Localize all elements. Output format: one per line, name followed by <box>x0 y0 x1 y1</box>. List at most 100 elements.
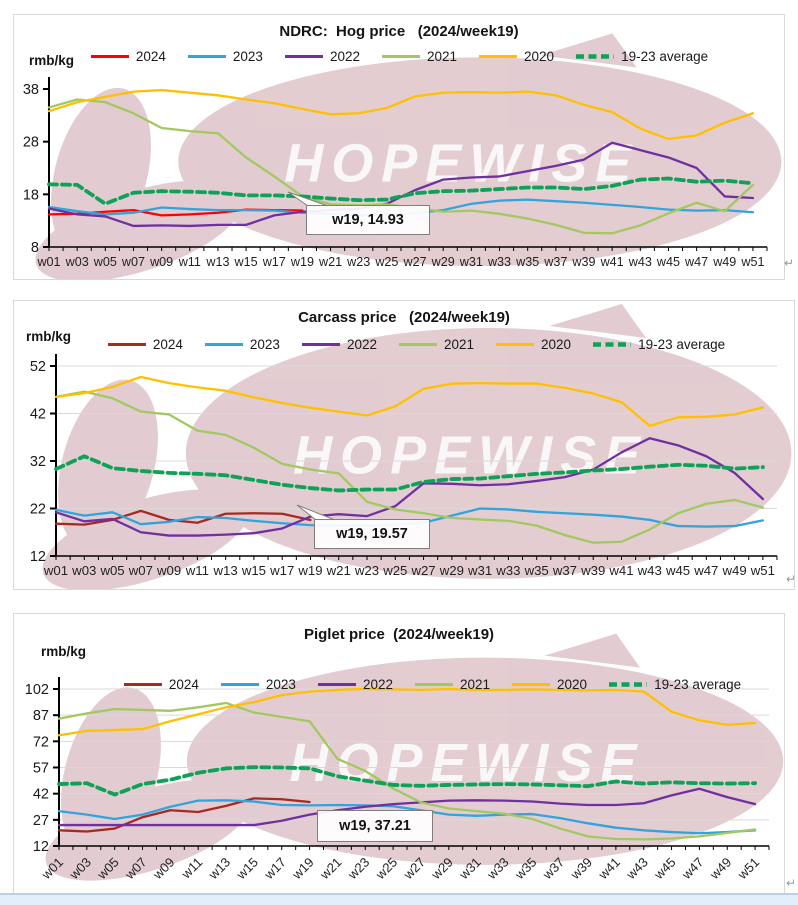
x-tick-label: w39 <box>580 563 605 578</box>
legend-swatch-2020 <box>512 683 551 686</box>
legend-item-19-23 average: 19-23 average <box>608 677 741 692</box>
x-tick-label: w21 <box>326 563 351 578</box>
x-tick-label: w09 <box>156 563 181 578</box>
x-tick-label: w23 <box>354 563 379 578</box>
x-tick-label: w15 <box>234 255 258 269</box>
x-tick-label: w11 <box>178 255 201 269</box>
data-point-callout: w19, 14.93 <box>306 205 430 235</box>
series-19-23 average-line <box>57 765 757 797</box>
legend-label: 2022 <box>329 49 360 64</box>
y-tick-label: 42 <box>33 787 49 803</box>
series-2020-line <box>47 88 755 141</box>
series-2021-line <box>54 390 765 544</box>
x-tick-label: w03 <box>71 563 96 578</box>
x-tick-label: w43 <box>623 855 651 883</box>
y-tick-label: 38 <box>23 82 39 98</box>
series-2023-line <box>57 799 757 835</box>
y-tick-label: 28 <box>23 135 39 151</box>
carcass-price-chart-panel: HOPEWISE 12 22 32 42 52 w01 w03 w05 w07 w09 w11 w13 w… <box>13 300 795 590</box>
x-tick-label: w37 <box>543 255 567 269</box>
x-tick-label: w03 <box>65 255 89 269</box>
x-tick-label: w49 <box>712 255 736 269</box>
gridlines <box>56 365 777 509</box>
legend-swatch-2023 <box>204 343 243 346</box>
x-tick-label: w49 <box>706 855 734 883</box>
legend-item-2020: 2020 <box>511 677 587 692</box>
legend-swatch-2024 <box>107 343 146 346</box>
legend-item-2023: 2023 <box>187 49 263 64</box>
x-tick-label: w21 <box>316 855 344 883</box>
legend-swatch-19-23 average <box>609 682 648 687</box>
x-tick-label: w39 <box>571 255 595 269</box>
legend-item-19-23 average: 19-23 average <box>592 337 725 352</box>
window-edge-strip <box>0 893 798 905</box>
legend-item-2022: 2022 <box>317 677 393 692</box>
x-tick-label: w35 <box>515 255 539 269</box>
series-2024-line <box>57 797 311 833</box>
y-tick-label: 87 <box>33 708 49 724</box>
legend-item-2021: 2021 <box>398 337 474 352</box>
y-tick-label: 22 <box>30 502 46 518</box>
x-tick-label: w25 <box>374 255 398 269</box>
legend-item-2024: 2024 <box>107 337 183 352</box>
legend-swatch-2023 <box>220 683 259 686</box>
chart-title: NDRC: Hog price (2024/week19) <box>279 23 519 40</box>
legend-label: 19-23 average <box>621 49 709 64</box>
x-tick-label: w13 <box>205 255 229 269</box>
legend-label: 2023 <box>232 49 263 64</box>
legend-swatch-2023 <box>187 55 226 58</box>
series-2020-line <box>54 375 765 427</box>
legend-item-2021: 2021 <box>414 677 490 692</box>
legend-label: 2020 <box>541 337 572 352</box>
y-tick-label: 18 <box>23 187 39 203</box>
x-tick-label: w11 <box>185 563 209 578</box>
pig-leg-shape <box>35 180 243 279</box>
x-tick-label: w17 <box>262 255 286 269</box>
paragraph-return-mark: ↵ <box>784 256 795 270</box>
series-2020-line <box>57 687 757 737</box>
legend-item-2021: 2021 <box>381 49 457 64</box>
legend-item-2022: 2022 <box>301 337 377 352</box>
series-lines <box>57 687 757 841</box>
y-axis-unit-label: rmb/kg <box>41 644 87 659</box>
legend-label: 2021 <box>459 677 491 692</box>
y-tick-label: 57 <box>33 761 49 777</box>
legend-label: 2022 <box>346 337 377 352</box>
series-2022-line <box>57 787 757 827</box>
x-tick-label: w23 <box>346 255 370 269</box>
y-axis-unit-label: rmb/kg <box>26 329 72 344</box>
series-2024-line <box>54 509 312 526</box>
x-tick-label: w07 <box>128 563 153 578</box>
y-tick-label: 102 <box>25 682 49 698</box>
gridlines <box>59 688 769 821</box>
pig-ear-shape <box>549 304 647 338</box>
series-2022-line <box>54 437 765 537</box>
legend-label: 2024 <box>152 337 183 352</box>
x-tick-label: w17 <box>261 855 289 883</box>
x-tick-label: w47 <box>678 855 706 883</box>
x-tick-label: w31 <box>459 255 483 269</box>
legend-swatch-19-23 average <box>576 54 615 59</box>
y-axis-unit-label: rmb/kg <box>29 53 75 68</box>
x-tick-label: w05 <box>99 563 124 578</box>
legend-label: 19-23 average <box>638 337 726 352</box>
x-tick-label: w33 <box>495 563 520 578</box>
x-tick-label: w17 <box>269 563 294 578</box>
x-tick-label: w07 <box>121 255 145 269</box>
x-tick-label: w01 <box>43 563 68 578</box>
pig-ear-shape <box>540 33 637 68</box>
x-tick-label: w21 <box>318 255 342 269</box>
chart-title: Carcass price (2024/week19) <box>298 309 510 326</box>
x-tick-label: w41 <box>595 855 623 883</box>
legend-swatch-2024 <box>123 683 162 686</box>
x-tick-label: w19 <box>297 563 322 578</box>
x-tick-label: w45 <box>665 563 690 578</box>
x-tick-label: w51 <box>734 855 762 883</box>
series-19-23 average-line <box>54 454 765 493</box>
legend-swatch-2024 <box>90 55 129 58</box>
x-tick-label: w15 <box>241 563 266 578</box>
x-tick-label: w51 <box>740 255 764 269</box>
piglet-price-chart-panel: HOPEWISE 12 27 42 57 72 87 102 w01 w03 w05 w07 w09 w1… <box>13 613 785 900</box>
